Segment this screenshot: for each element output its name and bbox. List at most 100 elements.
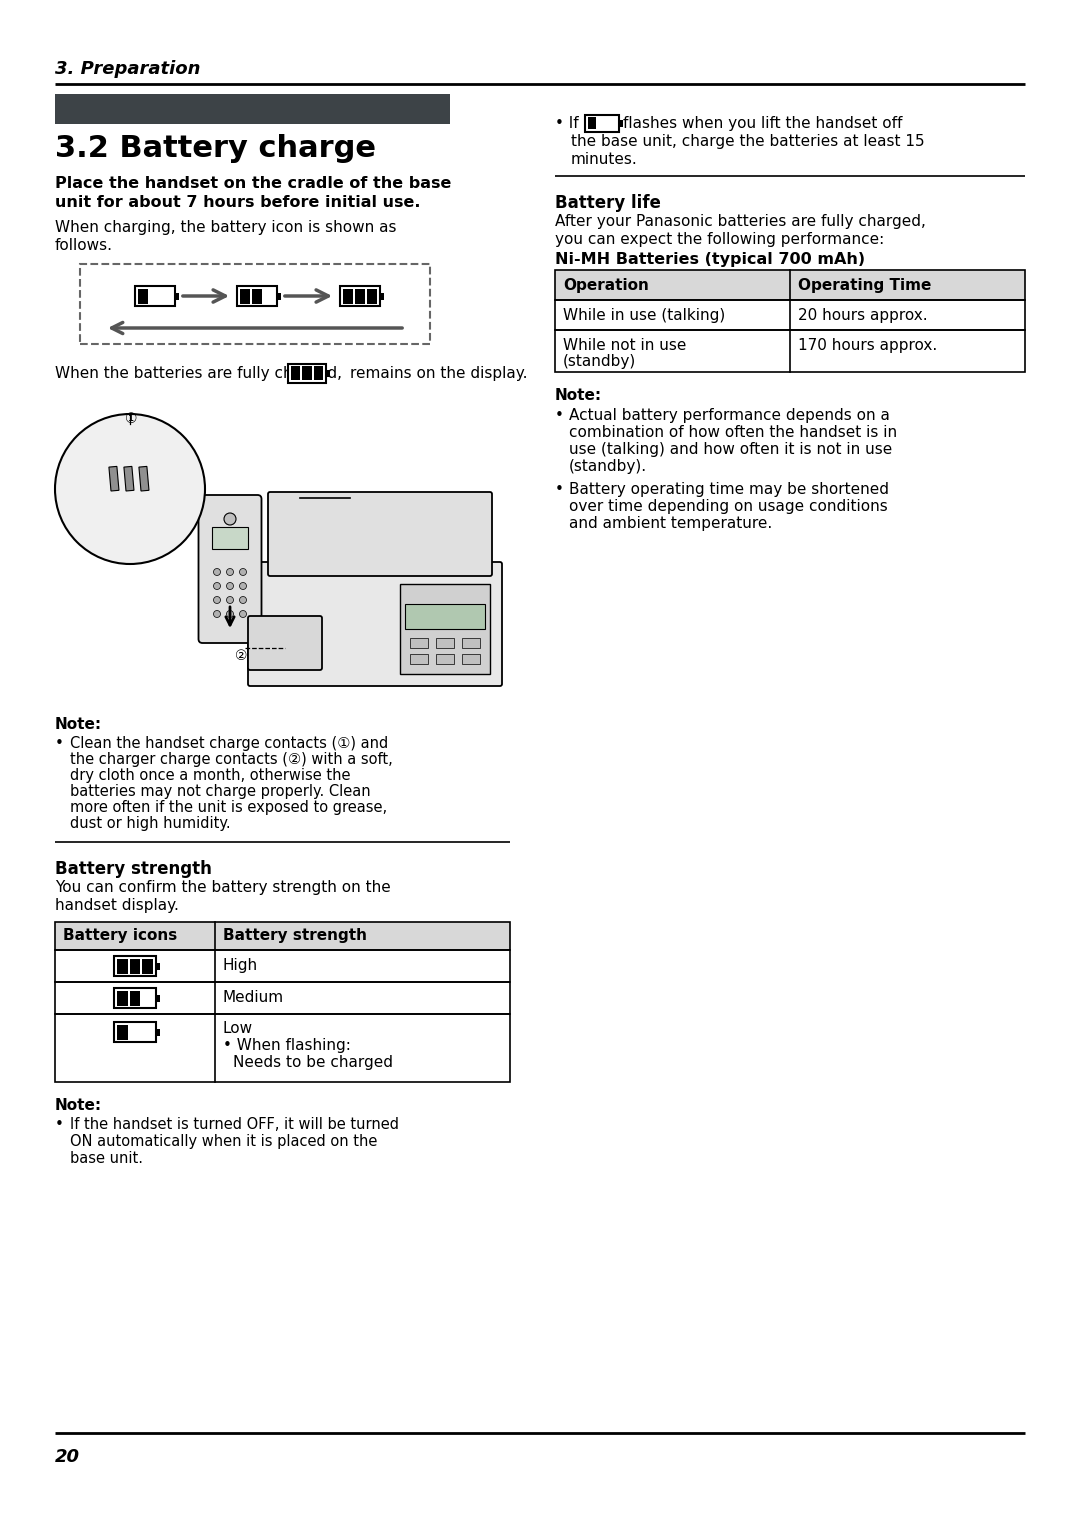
Text: unit for about 7 hours before initial use.: unit for about 7 hours before initial us… (55, 196, 420, 209)
Text: remains on the display.: remains on the display. (350, 367, 527, 380)
Text: • When flashing:: • When flashing: (222, 1038, 351, 1053)
Bar (343, 289, 353, 304)
Text: Place the handset on the cradle of the base: Place the handset on the cradle of the b… (55, 176, 451, 191)
FancyBboxPatch shape (248, 616, 322, 669)
Circle shape (240, 582, 246, 590)
Bar (139, 466, 149, 490)
Text: ②: ② (235, 649, 247, 663)
Bar (410, 639, 428, 648)
Text: When charging, the battery icon is shown as: When charging, the battery icon is shown… (55, 220, 396, 235)
Text: Note:: Note: (55, 717, 103, 732)
Bar (156, 995, 160, 1001)
Bar (367, 289, 377, 304)
Text: After your Panasonic batteries are fully charged,: After your Panasonic batteries are fully… (555, 214, 926, 229)
FancyBboxPatch shape (199, 495, 261, 643)
Text: 20 hours approx.: 20 hours approx. (798, 309, 928, 322)
Text: dust or high humidity.: dust or high humidity. (70, 816, 231, 831)
Text: When the batteries are fully charged,: When the batteries are fully charged, (55, 367, 342, 380)
Text: flashes when you lift the handset off: flashes when you lift the handset off (623, 116, 903, 131)
Text: Operation: Operation (563, 278, 649, 293)
Bar (55, 983, 510, 1015)
Text: •: • (55, 1117, 64, 1132)
Bar (55, 1015, 510, 1082)
Bar (555, 299, 1025, 330)
Text: Operating Time: Operating Time (798, 278, 931, 293)
Bar (130, 958, 140, 973)
Text: the charger charge contacts (②) with a soft,: the charger charge contacts (②) with a s… (70, 752, 393, 767)
Text: Actual battery performance depends on a: Actual battery performance depends on a (569, 408, 890, 423)
Circle shape (227, 596, 233, 604)
Circle shape (214, 611, 220, 617)
Bar (555, 270, 1025, 299)
Bar (124, 466, 134, 490)
Bar (302, 367, 312, 380)
Bar (462, 654, 480, 665)
Bar (175, 292, 179, 299)
Text: Battery icons: Battery icons (63, 927, 177, 943)
Text: While in use (talking): While in use (talking) (563, 309, 726, 322)
Text: 3. Preparation: 3. Preparation (55, 60, 201, 78)
Bar (619, 119, 623, 127)
Text: You can confirm the battery strength on the: You can confirm the battery strength on … (55, 880, 391, 895)
Bar (288, 364, 326, 382)
Circle shape (227, 568, 233, 576)
Circle shape (240, 611, 246, 617)
Text: High: High (222, 958, 258, 973)
Text: and ambient temperature.: and ambient temperature. (569, 516, 772, 532)
FancyBboxPatch shape (248, 562, 502, 686)
Bar (252, 289, 262, 304)
Text: Low: Low (222, 1021, 253, 1036)
Circle shape (240, 568, 246, 576)
Bar (135, 286, 175, 306)
Text: base unit.: base unit. (70, 1151, 143, 1166)
Text: batteries may not charge properly. Clean: batteries may not charge properly. Clean (70, 784, 370, 799)
Bar (313, 367, 323, 380)
Text: handset display.: handset display. (55, 898, 179, 914)
Text: Battery life: Battery life (555, 194, 661, 212)
Bar (117, 1024, 127, 1039)
Bar (212, 527, 248, 549)
Bar (462, 639, 480, 648)
Text: Battery operating time may be shortened: Battery operating time may be shortened (569, 481, 889, 497)
Bar (80, 264, 430, 344)
Text: •: • (555, 408, 564, 423)
Circle shape (227, 582, 233, 590)
Bar (291, 367, 300, 380)
Bar (114, 957, 156, 976)
Bar (555, 330, 1025, 371)
Text: Clean the handset charge contacts (①) and: Clean the handset charge contacts (①) an… (70, 736, 388, 750)
FancyBboxPatch shape (268, 492, 492, 576)
Bar (143, 958, 153, 973)
Text: minutes.: minutes. (571, 151, 638, 167)
Bar (130, 990, 140, 1005)
Bar (156, 1028, 160, 1036)
Text: ON automatically when it is placed on the: ON automatically when it is placed on th… (70, 1134, 377, 1149)
Bar (436, 639, 454, 648)
Circle shape (214, 582, 220, 590)
Text: you can expect the following performance:: you can expect the following performance… (555, 232, 885, 248)
Bar (405, 604, 485, 630)
Text: Note:: Note: (555, 388, 603, 403)
Bar (55, 921, 510, 950)
Bar (355, 289, 365, 304)
Bar (117, 990, 127, 1005)
Bar (340, 286, 380, 306)
Bar (410, 654, 428, 665)
Text: over time depending on usage conditions: over time depending on usage conditions (569, 500, 888, 513)
Text: Note:: Note: (55, 1099, 103, 1112)
Bar (156, 963, 160, 969)
Text: (standby).: (standby). (569, 458, 647, 474)
Circle shape (55, 414, 205, 564)
Text: •: • (55, 736, 64, 750)
Text: • If: • If (555, 116, 579, 131)
Bar (276, 292, 281, 299)
Text: the base unit, charge the batteries at least 15: the base unit, charge the batteries at l… (571, 134, 924, 150)
Bar (240, 289, 249, 304)
Bar (588, 118, 596, 128)
Text: While not in use: While not in use (563, 338, 687, 353)
Text: combination of how often the handset is in: combination of how often the handset is … (569, 425, 897, 440)
Bar (400, 584, 490, 674)
Text: Medium: Medium (222, 990, 284, 1005)
Bar (114, 1022, 156, 1042)
Bar (436, 654, 454, 665)
